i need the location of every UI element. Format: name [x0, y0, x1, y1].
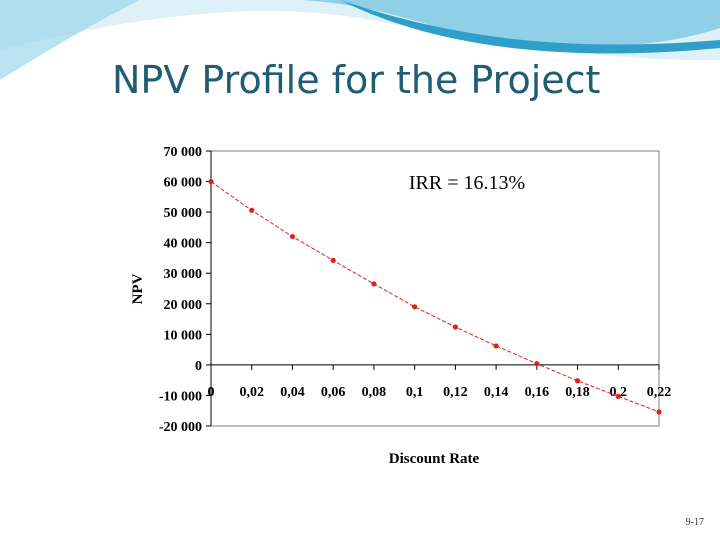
y-tick-label: -10 000	[159, 389, 202, 404]
y-tick-label: 30 000	[164, 267, 203, 282]
y-tick-label: 0	[195, 359, 202, 374]
y-tick-label: 50 000	[164, 206, 203, 221]
slide-title: NPV Profile for the Project	[112, 58, 601, 102]
x-tick-label: 0	[208, 385, 215, 400]
y-tick-label: 10 000	[164, 328, 203, 343]
y-tick-label: 40 000	[164, 237, 203, 252]
irr-annotation: IRR = 16.13%	[409, 172, 525, 194]
y-tick-label: 20 000	[164, 298, 203, 313]
npv-data-point	[615, 393, 621, 399]
npv-data-point	[330, 257, 336, 263]
npv-data-point	[371, 281, 377, 287]
y-tick-label: -20 000	[159, 420, 202, 435]
x-axis-title: Discount Rate	[389, 451, 480, 467]
npv-data-point	[208, 178, 214, 185]
x-tick-label: 0,02	[239, 385, 264, 400]
y-axis-title: NPV	[130, 273, 146, 304]
npv-series-line	[210, 181, 660, 413]
y-tick-label: 70 000	[164, 145, 203, 160]
npv-data-point	[249, 207, 255, 213]
npv-data-point	[656, 409, 662, 415]
x-tick-label: 0,1	[406, 385, 424, 400]
x-tick-label: 0,08	[362, 385, 387, 400]
x-tick-label: 0,12	[443, 385, 468, 400]
x-tick-label: 0,06	[321, 385, 346, 400]
x-tick-label: 0,04	[280, 385, 305, 400]
y-tick-label: 60 000	[164, 176, 203, 191]
npv-data-point	[289, 233, 296, 240]
npv-data-point	[493, 343, 499, 349]
npv-data-point	[412, 304, 418, 310]
header-banner-graphic	[0, 0, 720, 80]
npv-data-point	[534, 361, 540, 367]
x-tick-label: 0,14	[484, 385, 509, 400]
x-tick-label: 0,22	[647, 385, 672, 400]
npv-data-point	[574, 378, 581, 384]
x-tick-label: 0,18	[565, 385, 590, 400]
x-tick-label: 0,2	[610, 385, 628, 400]
page-number: 9-17	[685, 517, 704, 528]
npv-data-point	[452, 324, 458, 330]
x-tick-label: 0,16	[525, 385, 550, 400]
